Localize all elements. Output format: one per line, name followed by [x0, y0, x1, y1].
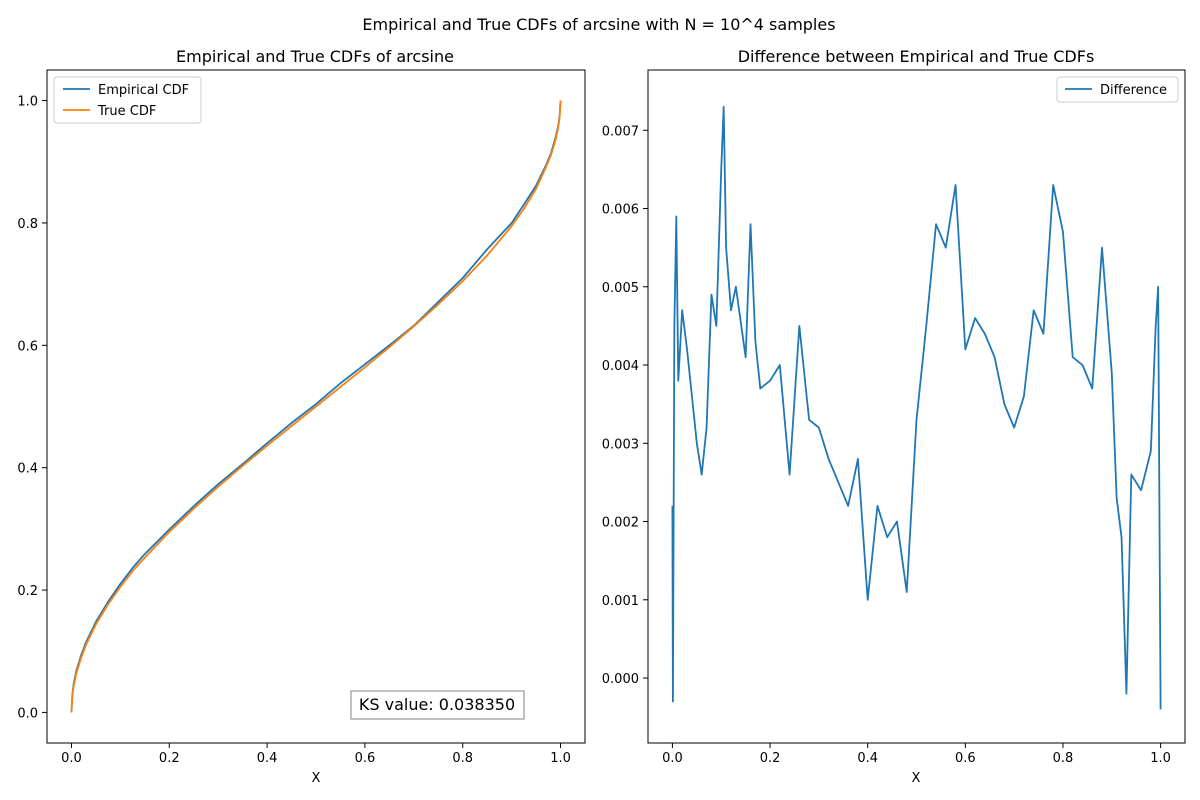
- difference-x-tick-label: 0.2: [760, 751, 781, 766]
- difference-x-tick-label: 0.0: [662, 751, 683, 766]
- ks-annotation-text: KS value: 0.038350: [359, 695, 515, 714]
- cdf-x-tick-label: 0.0: [61, 751, 82, 766]
- difference-series-layer: [671, 105, 1162, 710]
- figure-suptitle: Empirical and True CDFs of arcsine with …: [362, 15, 835, 34]
- ks-annotation-box: [350, 690, 525, 720]
- cdf-x-axis-label: X: [312, 771, 321, 786]
- difference-x-axis-label: X: [912, 771, 921, 786]
- cdf-x-tick-label: 0.4: [257, 751, 278, 766]
- difference-legend: Difference: [1056, 76, 1179, 103]
- difference-chart: Difference between Empirical and True CD…: [602, 47, 1186, 786]
- cdf-legend-empirical-label: Empirical CDF: [98, 83, 189, 98]
- ks-annotation: KS value: 0.038350: [350, 690, 525, 720]
- difference-x-tick-label: 0.8: [1053, 751, 1074, 766]
- cdf-chart-title: Empirical and True CDFs of arcsine: [176, 47, 454, 66]
- cdf-x-ticks: 0.0 0.2 0.4 0.6 0.8 1.0: [61, 743, 571, 766]
- cdf-x-tick-label: 1.0: [550, 751, 571, 766]
- difference-y-tick-label: 0.005: [602, 281, 639, 296]
- difference-legend-box: [1056, 76, 1179, 103]
- difference-y-ticks: 0.000 0.001 0.002 0.003 0.004 0.005 0.006 0.007: [602, 124, 648, 687]
- cdf-y-tick-label: 0.4: [17, 462, 38, 477]
- difference-chart-title: Difference between Empirical and True CD…: [738, 47, 1095, 66]
- difference-y-tick-label: 0.004: [602, 359, 639, 374]
- cdf-y-tick-label: 0.6: [17, 339, 38, 354]
- cdf-y-tick-label: 0.0: [17, 706, 38, 721]
- difference-plot-frame: [647, 69, 1186, 744]
- difference-y-tick-label: 0.000: [602, 672, 639, 687]
- difference-legend-label: Difference: [1100, 83, 1167, 98]
- cdf-legend-true-label: True CDF: [97, 104, 156, 119]
- cdf-series-line-1: [70, 100, 562, 713]
- difference-x-ticks: 0.0 0.2 0.4 0.6 0.8 1.0: [662, 743, 1171, 766]
- cdf-chart: Empirical and True CDFs of arcsine 0.0 0.…: [17, 47, 586, 786]
- difference-y-tick-label: 0.007: [602, 124, 639, 139]
- cdf-y-ticks: 0.0 0.2 0.4 0.6 0.8 1.0: [17, 95, 47, 721]
- cdf-plot-frame: [46, 69, 586, 744]
- cdf-legend-box: [53, 76, 202, 124]
- cdf-series-layer: [70, 100, 562, 713]
- cdf-x-tick-label: 0.8: [452, 751, 473, 766]
- difference-y-tick-label: 0.006: [602, 203, 639, 218]
- cdf-x-tick-label: 0.6: [355, 751, 376, 766]
- difference-series-line-1: [671, 105, 1162, 710]
- difference-x-tick-label: 1.0: [1150, 751, 1171, 766]
- difference-y-tick-label: 0.001: [602, 594, 639, 609]
- difference-x-tick-label: 0.4: [857, 751, 878, 766]
- difference-y-tick-label: 0.002: [602, 516, 639, 531]
- cdf-y-tick-label: 0.8: [17, 217, 38, 232]
- difference-y-tick-label: 0.003: [602, 437, 639, 452]
- difference-x-tick-label: 0.6: [955, 751, 976, 766]
- cdf-legend: Empirical CDF True CDF: [53, 76, 202, 124]
- cdf-y-tick-label: 0.2: [17, 584, 38, 599]
- cdf-x-tick-label: 0.2: [159, 751, 180, 766]
- cdf-series-line-2: [70, 100, 562, 713]
- cdf-y-tick-label: 1.0: [17, 95, 38, 110]
